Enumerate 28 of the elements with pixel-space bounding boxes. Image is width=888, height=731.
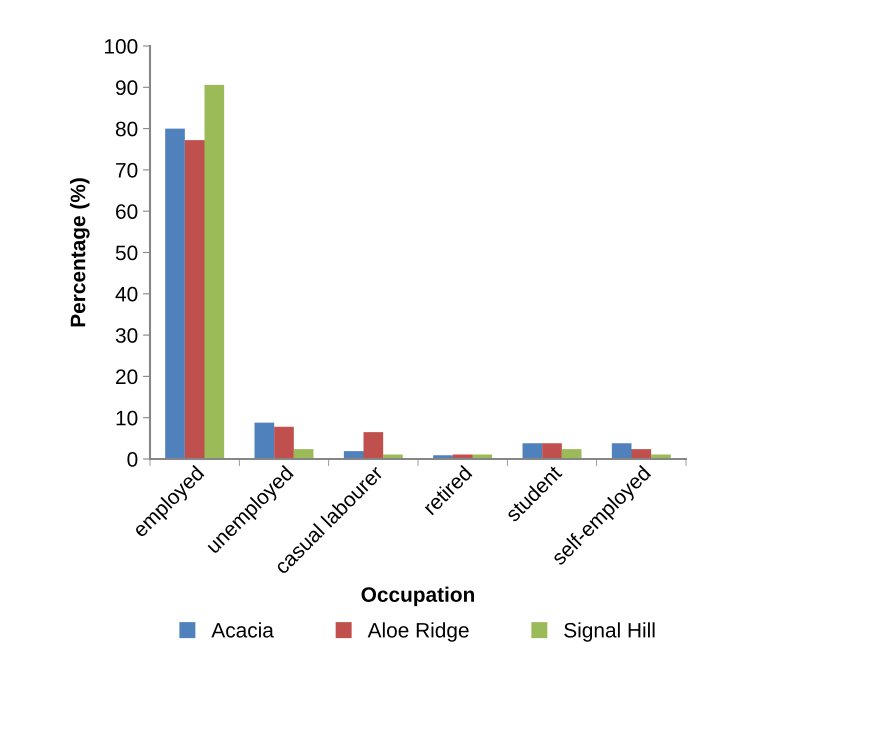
y-tick-label: 0 xyxy=(127,452,138,467)
legend-label: Aloe Ridge xyxy=(368,622,469,642)
bar xyxy=(204,84,224,459)
bar xyxy=(522,443,542,459)
bar xyxy=(364,432,384,459)
bar xyxy=(184,140,204,459)
bar xyxy=(632,449,652,459)
y-tick-label: 30 xyxy=(116,328,138,343)
y-tick-label: 90 xyxy=(116,80,138,96)
legend-label: Signal Hill xyxy=(564,622,655,642)
bar xyxy=(542,443,562,459)
y-tick-label: 80 xyxy=(116,122,138,136)
bar xyxy=(165,128,185,459)
y-tick-label: 40 xyxy=(116,286,138,302)
bar xyxy=(294,449,314,459)
y-tick-label: 50 xyxy=(116,246,138,260)
bar xyxy=(254,422,274,459)
y-tick-label: 100 xyxy=(105,39,138,54)
bar xyxy=(612,443,632,459)
bar xyxy=(562,449,582,459)
legend-label: Acacia xyxy=(211,622,274,638)
y-tick-label: 60 xyxy=(116,204,138,219)
bar xyxy=(274,426,294,459)
x-axis-title: Occupation xyxy=(362,586,474,606)
y-tick-label: 20 xyxy=(116,369,138,384)
y-tick-label: 10 xyxy=(116,410,138,426)
y-tick-label: 70 xyxy=(116,162,138,178)
y-axis-title: Percentage (%) xyxy=(70,178,90,326)
